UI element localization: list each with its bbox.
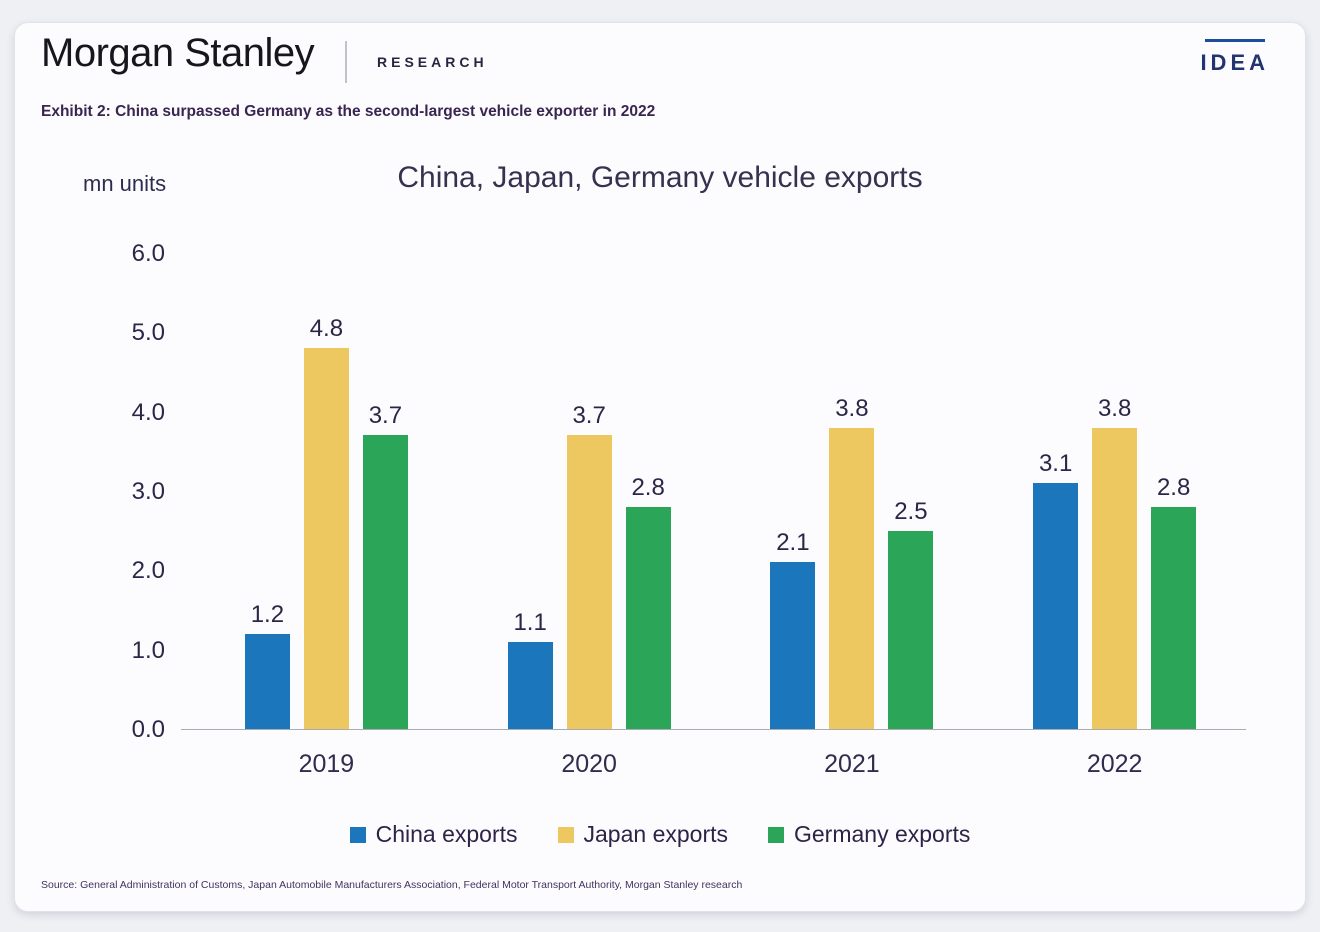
legend-item: China exports xyxy=(349,821,518,848)
bar-col: 2.5 xyxy=(888,497,934,729)
bar-japan-2020 xyxy=(566,435,612,729)
y-axis-units-label: mn units xyxy=(83,171,167,196)
legend-item: Germany exports xyxy=(768,821,970,848)
bar-col: 4.8 xyxy=(303,315,349,729)
bar-groups: 1.2 4.8 3.7 1.1 3.7 2.8 2.1 3.8 2.5 3.1 3.8 2.8 xyxy=(195,254,1246,729)
y-axis-tick-label: 0.0 xyxy=(131,716,165,743)
bar-germany-2020 xyxy=(625,506,671,729)
morgan-stanley-logo: Morgan Stanley xyxy=(41,31,315,75)
bar-value-label: 2.8 xyxy=(631,473,665,501)
bar-value-label: 4.8 xyxy=(309,315,344,343)
y-axis-tick-label: 1.0 xyxy=(131,636,165,664)
bar-col: 3.8 xyxy=(829,394,875,729)
legend-swatch-icon xyxy=(768,826,784,843)
bar-group-2019: 1.2 4.8 3.7 xyxy=(195,254,458,729)
y-axis-tick-label: 2.0 xyxy=(131,557,165,585)
plot-area: 1.2 4.8 3.7 1.1 3.7 2.8 2.1 3.8 2.5 3.1 3.8 2.8 201… xyxy=(132,240,1246,778)
bar-china-2022 xyxy=(1033,483,1079,729)
bar-col: 3.8 xyxy=(1092,394,1138,729)
bar-china-2020 xyxy=(507,641,553,729)
bar-col: 2.8 xyxy=(1151,473,1197,729)
bar-value-label: 3.8 xyxy=(1097,394,1132,422)
bar-value-label: 1.2 xyxy=(250,600,285,628)
idea-logo-text: IDEA xyxy=(1200,50,1269,75)
bar-col: 3.1 xyxy=(1033,450,1079,729)
bar-japan-2019 xyxy=(303,348,349,729)
x-axis-label-2019: 2019 xyxy=(298,750,355,778)
legend-item: Japan exports xyxy=(557,821,728,848)
bar-value-label: 1.1 xyxy=(513,608,547,636)
brand-divider xyxy=(345,41,347,83)
legend-label: Japan exports xyxy=(583,821,728,847)
y-axis-tick-label: 6.0 xyxy=(131,240,165,267)
source-note: Source: General Administration of Custom… xyxy=(41,879,743,891)
bar-value-label: 3.7 xyxy=(368,402,403,430)
bar-japan-2022 xyxy=(1092,427,1138,729)
bar-value-label: 2.1 xyxy=(776,529,810,557)
research-label: RESEARCH xyxy=(377,54,488,70)
bar-japan-2021 xyxy=(829,427,875,729)
bar-value-label: 3.1 xyxy=(1038,450,1073,478)
bar-col: 1.1 xyxy=(507,608,553,729)
bar-group-2020: 1.1 3.7 2.8 xyxy=(458,254,721,729)
legend-swatch-icon xyxy=(557,826,574,843)
bar-col: 3.7 xyxy=(566,402,612,729)
x-axis-label-2021: 2021 xyxy=(824,750,880,778)
chart-title: China, Japan, Germany vehicle exports xyxy=(397,161,923,194)
bar-value-label: 3.8 xyxy=(835,394,869,422)
y-axis-tick-label: 3.0 xyxy=(131,478,165,505)
legend-swatch-icon xyxy=(349,826,366,843)
bar-germany-2022 xyxy=(1151,506,1197,729)
bar-germany-2019 xyxy=(362,435,408,729)
legend: China exports Japan exports Germany export… xyxy=(15,821,1305,848)
bar-col: 2.8 xyxy=(625,473,671,729)
bar-china-2019 xyxy=(244,633,290,729)
bar-china-2021 xyxy=(770,562,816,729)
bar-value-label: 3.7 xyxy=(572,402,606,430)
y-axis-tick-label: 4.0 xyxy=(131,398,165,426)
legend-label: China exports xyxy=(375,821,518,847)
legend-label: Germany exports xyxy=(794,821,971,847)
x-axis-labels: 2019 2020 2021 2022 xyxy=(195,750,1246,779)
bar-group-2022: 3.1 3.8 2.8 xyxy=(983,254,1246,729)
bar-col: 2.1 xyxy=(770,529,816,729)
bar-germany-2021 xyxy=(888,530,934,729)
x-axis-label-2020: 2020 xyxy=(561,750,617,778)
bar-col: 3.7 xyxy=(362,402,408,729)
idea-logo: IDEA xyxy=(1200,39,1269,76)
y-axis-tick-label: 5.0 xyxy=(131,319,165,347)
bar-value-label: 2.5 xyxy=(894,497,928,525)
bar-value-label: 2.8 xyxy=(1156,473,1191,501)
bar-col: 1.2 xyxy=(244,600,290,729)
idea-logo-line xyxy=(1204,39,1265,42)
bar-group-2021: 2.1 3.8 2.5 xyxy=(721,254,984,729)
report-card: Morgan Stanley RESEARCH IDEA Exhibit 2: … xyxy=(14,22,1306,912)
exhibit-caption: Exhibit 2: China surpassed Germany as th… xyxy=(41,103,656,120)
x-axis-label-2022: 2022 xyxy=(1086,750,1143,778)
